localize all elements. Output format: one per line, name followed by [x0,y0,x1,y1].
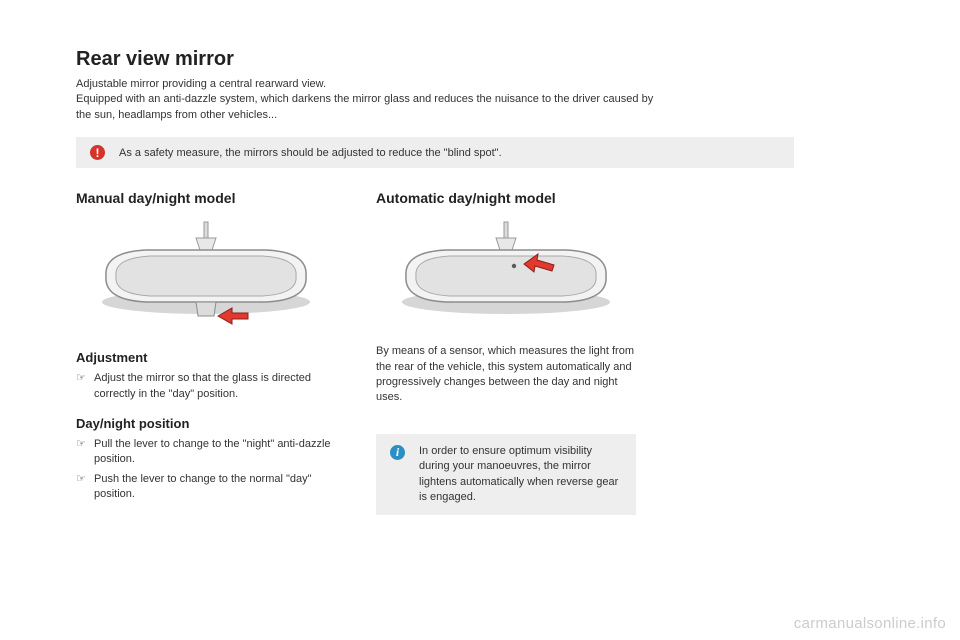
auto-body-text: By means of a sensor, which measures the… [376,344,636,406]
list-item: ☞ Pull the lever to change to the "night… [76,437,336,468]
bullet-marker: ☞ [76,371,94,402]
info-icon: i [390,445,405,460]
warning-icon: ! [90,145,105,160]
daynight-heading: Day/night position [76,416,336,431]
list-item: ☞ Push the lever to change to the normal… [76,472,336,503]
list-item-text: Push the lever to change to the normal "… [94,472,336,503]
list-item-text: Pull the lever to change to the "night" … [94,437,336,468]
adjustment-list: ☞ Adjust the mirror so that the glass is… [76,371,336,402]
bullet-marker: ☞ [76,472,94,503]
page-title: Rear view mirror [76,48,900,71]
intro-paragraph: Adjustable mirror providing a central re… [76,77,656,123]
manual-mirror-figure [76,216,336,336]
right-column: Automatic day/night model [376,190,636,515]
right-heading: Automatic day/night model [376,190,636,206]
intro-line-2: Equipped with an anti-dazzle system, whi… [76,93,653,120]
safety-callout: ! As a safety measure, the mirrors shoul… [76,137,794,168]
info-callout: i In order to ensure optimum visibility … [376,434,636,516]
watermark: carmanualsonline.info [794,615,946,632]
left-heading: Manual day/night model [76,190,336,206]
automatic-mirror-figure [376,216,636,336]
safety-callout-text: As a safety measure, the mirrors should … [119,147,502,159]
bullet-marker: ☞ [76,437,94,468]
list-item: ☞ Adjust the mirror so that the glass is… [76,371,336,402]
left-column: Manual day/night model [76,190,336,515]
list-item-text: Adjust the mirror so that the glass is d… [94,371,336,402]
daynight-list: ☞ Pull the lever to change to the "night… [76,437,336,503]
intro-line-1: Adjustable mirror providing a central re… [76,78,326,90]
info-callout-text: In order to ensure optimum visibility du… [419,444,622,506]
adjustment-heading: Adjustment [76,350,336,365]
